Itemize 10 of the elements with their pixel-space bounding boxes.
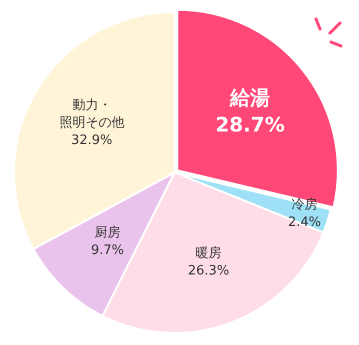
slice-label: 冷房 (292, 196, 318, 212)
data-label: 2.4% (288, 214, 322, 230)
slice-label: 動力・照明その他 (59, 98, 124, 131)
data-label: 32.9% (71, 133, 112, 148)
data-label: 28.7% (215, 112, 285, 136)
data-label: 26.3% (188, 264, 230, 279)
slice-label: 厨房 (94, 224, 120, 240)
slice-label: 暖房 (196, 245, 222, 262)
slice-label: 給湯 (229, 85, 270, 110)
data-label: 9.7% (90, 242, 124, 258)
